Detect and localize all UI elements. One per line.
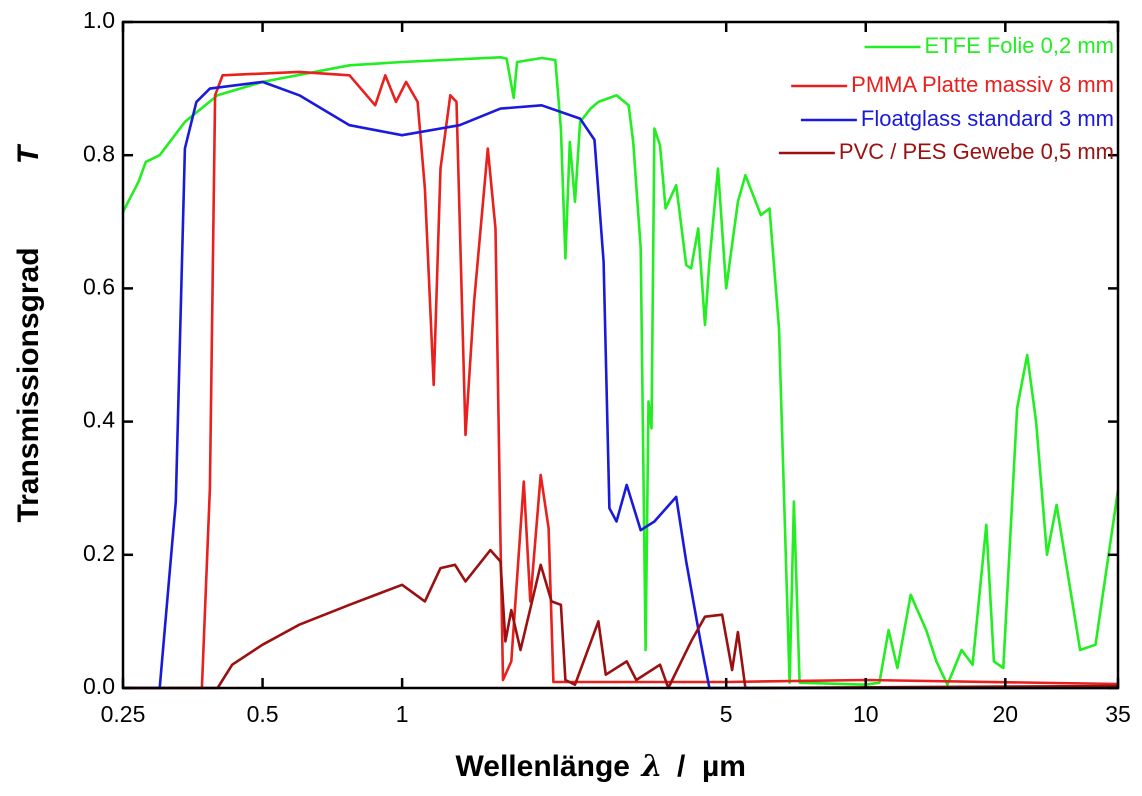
- x-tick-label: 35: [1105, 701, 1131, 727]
- y-tick-label: 0.4: [83, 407, 115, 433]
- y-tick-label: 0.8: [83, 140, 115, 166]
- x-tick-label: 20: [993, 701, 1019, 727]
- x-axis-unit: / µm: [677, 750, 746, 783]
- series-line: [123, 80, 1118, 690]
- x-tick-label: 0.5: [247, 701, 279, 727]
- series-line: [123, 56, 1118, 686]
- x-axis-label: Wellenlänge: [456, 750, 631, 783]
- y-tick-label: 0.0: [83, 673, 115, 699]
- x-axis-symbol: λ: [639, 749, 662, 784]
- series-line: [123, 70, 1118, 690]
- plot-frame: [121, 20, 1120, 690]
- y-axis-label-group: Transmissionsgrad T: [12, 143, 45, 522]
- y-axis-label: Transmissionsgrad: [12, 247, 45, 522]
- legend-label: PVC / PES Gewebe 0,5 mm: [839, 139, 1114, 164]
- legend-label: PMMA Platte massiv 8 mm: [851, 72, 1114, 97]
- series-group: [123, 56, 1118, 690]
- x-tick-label: 1: [396, 701, 409, 727]
- x-tick-label: 0.25: [101, 701, 146, 727]
- legend-label: ETFE Folie 0,2 mm: [925, 33, 1114, 58]
- y-tick-label: 0.6: [83, 273, 115, 299]
- y-tick-label: 1.0: [83, 7, 115, 33]
- y-axis-symbol: T: [12, 143, 45, 164]
- series-line: [123, 548, 1118, 690]
- x-tick-label: 10: [853, 701, 879, 727]
- x-tick-label: 5: [720, 701, 733, 727]
- legend-label: Floatglass standard 3 mm: [861, 106, 1114, 131]
- y-tick-label: 0.2: [83, 540, 115, 566]
